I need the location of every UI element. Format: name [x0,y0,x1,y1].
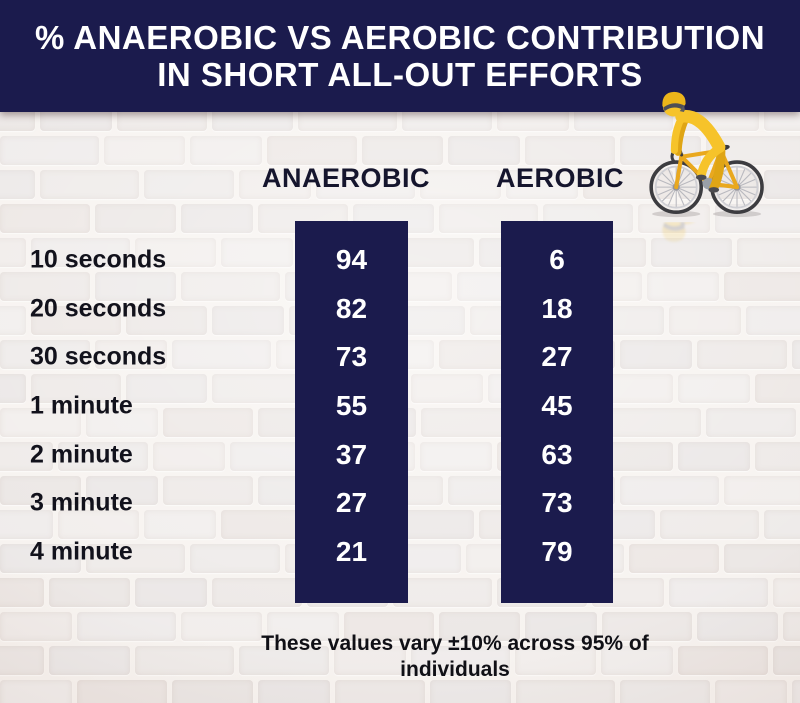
row-label: 20 seconds [30,294,167,323]
aerobic-value: 27 [541,341,573,373]
title-banner: % ANAEROBIC VS AEROBIC CONTRIBUTION IN S… [0,0,800,112]
row-label: 2 minute [30,440,133,469]
cyclist-icon [645,70,770,222]
column-header-aerobic: AEROBIC [495,163,625,193]
table-row: 30 seconds 73 27 [0,333,800,382]
aerobic-value: 6 [549,244,565,276]
aerobic-column-bar [501,221,613,603]
footnote-line1: These values vary ±10% across 95% of [261,632,649,655]
aerobic-value: 45 [541,390,573,422]
row-label: 4 minute [30,537,133,566]
anaerobic-value: 73 [335,341,368,373]
row-label: 10 seconds [30,245,167,274]
footnote-line2: individuals [400,658,510,681]
row-label: 30 seconds [30,342,167,371]
anaerobic-value: 37 [335,438,368,470]
anaerobic-value: 21 [335,535,368,567]
table-row: 10 seconds 94 6 [0,236,800,285]
anaerobic-value: 82 [335,292,368,324]
cyclist-reflection [645,222,770,264]
row-label: 3 minute [30,488,133,517]
anaerobic-column-bar [295,221,408,603]
table-row: 1 minute 55 45 [0,382,800,431]
aerobic-value: 18 [541,292,573,324]
anaerobic-value: 27 [335,487,368,519]
aerobic-value: 79 [541,535,573,567]
anaerobic-value: 94 [335,244,368,276]
table-row: 2 minute 37 63 [0,430,800,479]
table-row: 4 minute 21 79 [0,527,800,576]
poster-title-line1: % ANAEROBIC VS AEROBIC CONTRIBUTION [34,19,766,56]
table-row: 3 minute 27 73 [0,479,800,528]
column-header-anaerobic: ANAEROBIC [261,163,431,193]
data-rows: 10 seconds 94 6 20 seconds 82 18 30 seco… [0,236,800,576]
poster-title-line2: IN SHORT ALL-OUT EFFORTS [157,56,643,93]
aerobic-value: 73 [541,487,573,519]
footnote: These values vary ±10% across 95% of ind… [155,631,755,683]
table-row: 20 seconds 82 18 [0,285,800,334]
row-label: 1 minute [30,391,133,420]
anaerobic-value: 55 [335,390,368,422]
aerobic-value: 63 [541,438,573,470]
